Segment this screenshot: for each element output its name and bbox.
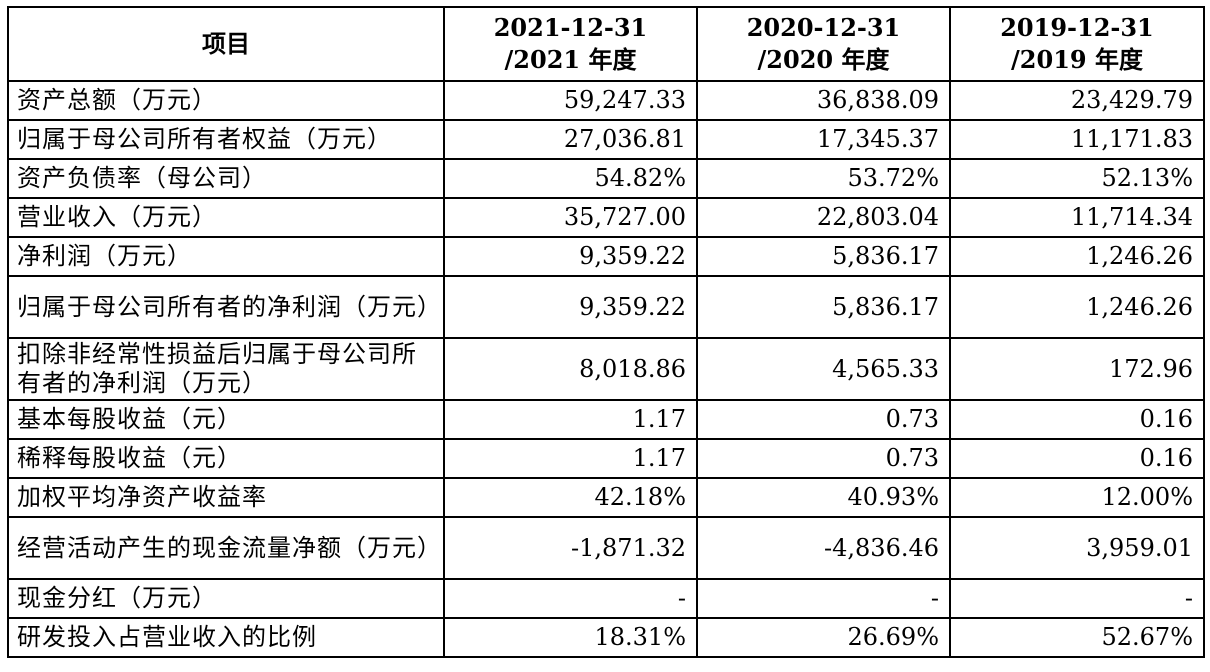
row-label: 营业收入（万元） [7,197,445,238]
table-row: 研发投入占营业收入的比例 18.31% 26.69% 52.67% [7,617,1205,658]
value-2020: 5,836.17 [696,275,951,339]
header-2019-period: /2019 年度 [1011,45,1143,74]
value-2021: 8,018.86 [443,337,698,401]
value-2021: 35,727.00 [443,197,698,238]
row-label: 资产负债率（母公司） [7,158,445,199]
value-2019: - [949,578,1205,619]
table-header-row: 项目 2021-12-31 /2021 年度 2020-12-31 /2020 … [7,6,1205,82]
table-row: 扣除非经常性损益后归属于母公司所有者的净利润（万元） 8,018.86 4,56… [7,337,1205,401]
header-2020: 2020-12-31 /2020 年度 [696,6,951,82]
header-2019: 2019-12-31 /2019 年度 [949,6,1205,82]
row-label: 稀释每股收益（元） [7,438,445,479]
value-2020: -4,836.46 [696,516,951,580]
value-2020: 5,836.17 [696,236,951,277]
financial-data-table: 项目 2021-12-31 /2021 年度 2020-12-31 /2020 … [7,6,1205,658]
table-row: 加权平均净资产收益率 42.18% 40.93% 12.00% [7,477,1205,518]
value-2021: 1.17 [443,399,698,440]
value-2020: 53.72% [696,158,951,199]
header-2021-period: /2021 年度 [504,45,637,74]
value-2021: 27,036.81 [443,119,698,160]
value-2020: 36,838.09 [696,80,951,121]
value-2019: 11,714.34 [949,197,1205,238]
value-2019: 52.13% [949,158,1205,199]
value-2021: 54.82% [443,158,698,199]
table-row: 归属于母公司所有者的净利润（万元） 9,359.22 5,836.17 1,24… [7,275,1205,339]
value-2021: -1,871.32 [443,516,698,580]
row-label: 现金分红（万元） [7,578,445,619]
table-row: 营业收入（万元） 35,727.00 22,803.04 11,714.34 [7,197,1205,238]
value-2021: 59,247.33 [443,80,698,121]
table-row: 归属于母公司所有者权益（万元） 27,036.81 17,345.37 11,1… [7,119,1205,160]
table-row: 现金分红（万元） - - - [7,578,1205,619]
row-label: 归属于母公司所有者的净利润（万元） [7,275,445,339]
row-label: 加权平均净资产收益率 [7,477,445,518]
value-2020: 22,803.04 [696,197,951,238]
value-2021: 9,359.22 [443,236,698,277]
value-2019: 12.00% [949,477,1205,518]
value-2021: 9,359.22 [443,275,698,339]
row-label: 扣除非经常性损益后归属于母公司所有者的净利润（万元） [7,337,445,401]
value-2019: 0.16 [949,399,1205,440]
row-label: 净利润（万元） [7,236,445,277]
value-2020: 40.93% [696,477,951,518]
value-2019: 3,959.01 [949,516,1205,580]
header-item-label: 项目 [202,29,250,58]
header-2020-period: /2020 年度 [757,45,890,74]
row-label: 资产总额（万元） [7,80,445,121]
value-2019: 0.16 [949,438,1205,479]
row-label: 归属于母公司所有者权益（万元） [7,119,445,160]
value-2021: 18.31% [443,617,698,658]
table-row: 资产总额（万元） 59,247.33 36,838.09 23,429.79 [7,80,1205,121]
value-2021: - [443,578,698,619]
value-2019: 1,246.26 [949,236,1205,277]
table-row: 经营活动产生的现金流量净额（万元） -1,871.32 -4,836.46 3,… [7,516,1205,580]
table-row: 净利润（万元） 9,359.22 5,836.17 1,246.26 [7,236,1205,277]
value-2020: 26.69% [696,617,951,658]
value-2019: 1,246.26 [949,275,1205,339]
value-2019: 172.96 [949,337,1205,401]
table-row: 稀释每股收益（元） 1.17 0.73 0.16 [7,438,1205,479]
value-2019: 23,429.79 [949,80,1205,121]
header-2019-date: 2019-12-31 [1000,13,1154,42]
value-2020: 0.73 [696,438,951,479]
value-2019: 52.67% [949,617,1205,658]
value-2021: 42.18% [443,477,698,518]
row-label: 研发投入占营业收入的比例 [7,617,445,658]
table-row: 基本每股收益（元） 1.17 0.73 0.16 [7,399,1205,440]
row-label: 基本每股收益（元） [7,399,445,440]
value-2020: 4,565.33 [696,337,951,401]
header-item: 项目 [7,6,445,82]
table-row: 资产负债率（母公司） 54.82% 53.72% 52.13% [7,158,1205,199]
value-2019: 11,171.83 [949,119,1205,160]
value-2021: 1.17 [443,438,698,479]
value-2020: 17,345.37 [696,119,951,160]
value-2020: 0.73 [696,399,951,440]
header-2021-date: 2021-12-31 [493,13,648,42]
header-2021: 2021-12-31 /2021 年度 [443,6,698,82]
value-2020: - [696,578,951,619]
header-2020-date: 2020-12-31 [746,13,901,42]
row-label: 经营活动产生的现金流量净额（万元） [7,516,445,580]
